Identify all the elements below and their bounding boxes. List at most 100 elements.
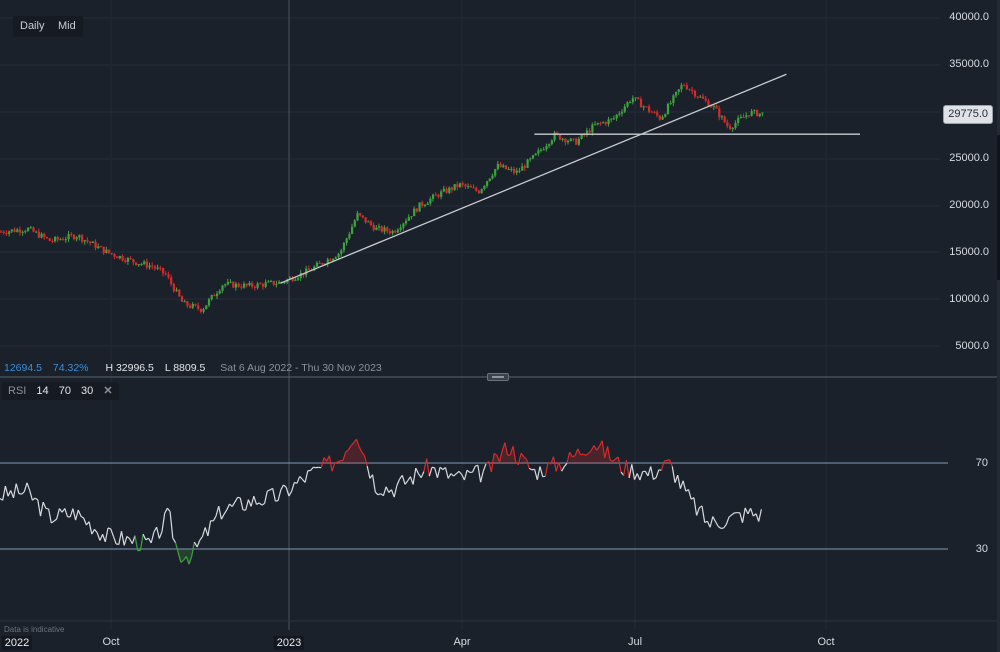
candle-body: [51, 240, 54, 242]
candle-body: [54, 237, 57, 242]
candle-body: [423, 204, 427, 206]
rsi-line-segment: [239, 497, 244, 511]
rsi-line-segment: [126, 535, 130, 540]
candle-body: [10, 229, 13, 232]
candle-body: [461, 183, 464, 185]
candle-body: [726, 122, 729, 127]
candle-body: [569, 138, 572, 141]
rsi-line-segment: [96, 532, 101, 541]
candle-body: [683, 85, 686, 87]
rsi-line-segment: [139, 534, 144, 551]
candle-body: [232, 281, 235, 288]
candle-body: [488, 178, 491, 182]
rsi-line-segment: [223, 509, 228, 515]
candle-body: [577, 138, 580, 145]
rsi-line-segment: [644, 470, 649, 477]
rsi-line-segment: [493, 452, 498, 456]
rsi-line-segment: [363, 455, 368, 467]
rsi-line-segment: [267, 489, 271, 492]
price-axis-scrollbar[interactable]: [997, 0, 1000, 652]
rsi-line-segment: [709, 516, 714, 528]
candle-body: [5, 233, 8, 235]
candle-body: [502, 165, 505, 168]
candle-body: [612, 118, 616, 120]
candle-body: [739, 116, 742, 119]
candle-body: [164, 273, 167, 275]
candle-body: [78, 235, 81, 238]
rsi-legend[interactable]: RSI 14 70 30 ✕: [2, 382, 119, 400]
candle-body: [191, 304, 194, 308]
rsi-line-segment: [291, 482, 295, 492]
candle-body: [542, 149, 545, 151]
interval-button[interactable]: Daily: [13, 16, 52, 37]
rsi-line-segment: [434, 467, 438, 478]
candle-body: [480, 188, 483, 194]
rsi-zone-fill: [334, 439, 365, 463]
candle-body: [59, 239, 62, 241]
close-icon[interactable]: ✕: [103, 385, 113, 397]
rsi-line-segment: [234, 497, 239, 503]
candle-body: [367, 221, 370, 223]
rsi-line-segment: [385, 486, 390, 493]
rsi-line-segment: [10, 490, 15, 499]
candle-body: [661, 116, 664, 120]
candle-body: [291, 277, 294, 281]
candle-body: [413, 208, 416, 217]
change-percent: 74.32%: [52, 362, 89, 374]
rsi-line-segment: [660, 460, 665, 471]
candle-body: [386, 227, 389, 232]
rsi-line-segment: [509, 446, 514, 456]
rsi-line-segment: [625, 460, 630, 479]
rsi-line-segment: [477, 465, 482, 483]
rsi-line-segment: [129, 538, 133, 544]
candle-body: [340, 250, 343, 254]
pane-splitter-handle[interactable]: [487, 373, 509, 381]
candle-body: [315, 262, 319, 267]
candle-body: [572, 138, 575, 140]
candle-body: [669, 102, 672, 104]
candle-body: [402, 223, 405, 228]
candle-body: [639, 99, 643, 108]
candle-body: [329, 259, 332, 261]
rsi-line-segment: [444, 467, 449, 479]
rsi-line-segment: [455, 470, 460, 475]
rsi-line-segment: [156, 527, 160, 539]
candle-body: [472, 187, 475, 189]
rsi-line-segment: [580, 453, 584, 456]
candle-body: [194, 304, 197, 306]
candle-body: [626, 102, 629, 107]
rsi-line-segment: [347, 445, 352, 451]
scrollbar-thumb[interactable]: [997, 135, 1000, 280]
candle-body: [135, 262, 138, 265]
candle-body: [507, 169, 510, 171]
rsi-line-segment: [666, 459, 670, 461]
candle-body: [253, 286, 256, 288]
candle-body: [691, 89, 694, 91]
candle-body: [283, 282, 286, 284]
candle-body: [453, 184, 456, 190]
rsi-line-segment: [153, 526, 158, 533]
candle-body: [8, 231, 11, 234]
candle-body: [745, 115, 748, 117]
candle-body: [180, 296, 184, 302]
rsi-line-segment: [320, 457, 325, 468]
rsi-line-segment: [56, 508, 60, 520]
rsi-line-segment: [650, 466, 654, 480]
candle-body: [602, 122, 605, 124]
candle-body: [94, 241, 97, 249]
rsi-line-segment: [53, 518, 58, 522]
candle-body: [216, 293, 219, 297]
candle-body: [418, 202, 421, 212]
candle-body: [224, 284, 227, 286]
rsi-line-segment: [633, 473, 638, 480]
candle-body: [240, 286, 243, 288]
candle-body: [596, 122, 599, 125]
candle-body: [218, 290, 221, 294]
candle-body: [197, 305, 200, 309]
candle-body: [345, 238, 348, 244]
rsi-line-segment: [534, 469, 538, 480]
trend-line: [280, 73, 787, 284]
rsi-line-segment: [439, 466, 444, 471]
price-type-button[interactable]: Mid: [51, 16, 83, 37]
